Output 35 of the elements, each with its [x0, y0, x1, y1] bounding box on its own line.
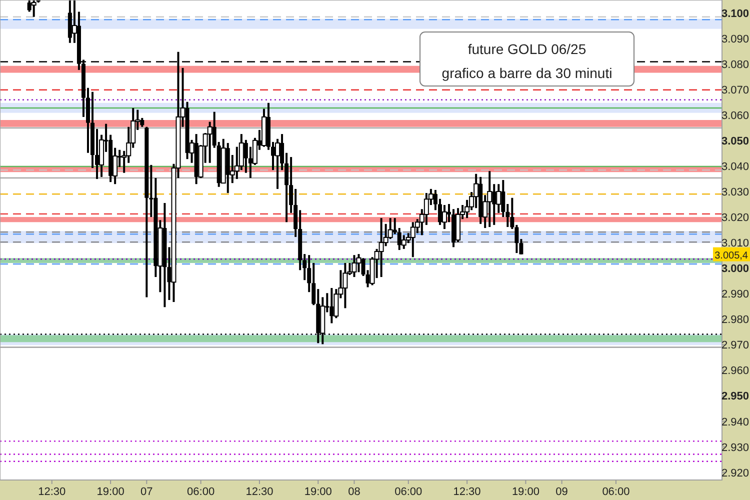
- y-tick-label: 3.020: [721, 212, 749, 224]
- y-tick-label: 2.990: [721, 288, 749, 301]
- x-tick-label: 12:30: [38, 486, 66, 498]
- x-tick-label: 12:30: [246, 486, 274, 498]
- y-tick-label: 3.070: [721, 84, 749, 96]
- x-tick-label: 19:00: [512, 486, 540, 498]
- x-tick-label: 19:00: [96, 486, 124, 498]
- y-tick-label: 2.960: [721, 365, 749, 378]
- candlestick: [275, 138, 280, 190]
- x-tick-label: 12:30: [453, 486, 481, 498]
- y-tick-label: 3.090: [721, 33, 749, 46]
- y-tick-label: 2.970: [721, 340, 749, 352]
- x-tick-label: 19:00: [304, 486, 332, 498]
- y-tick-label: 3.100: [721, 8, 749, 20]
- y-tick-label: 3.010: [721, 238, 749, 250]
- annotation: 3.005,4: [714, 250, 748, 262]
- y-tick-label: 2.980: [721, 314, 749, 326]
- x-tick-label: 06:00: [394, 486, 422, 498]
- y-tick-label: 3.050: [721, 135, 749, 148]
- text: future GOLD 06/25: [468, 41, 586, 57]
- text: grafico a barre da 30 minuti: [442, 65, 612, 81]
- x-tick-label: 06:00: [187, 486, 215, 498]
- y-tick-label: 2.940: [721, 416, 749, 428]
- y-tick-label: 2.950: [721, 390, 749, 403]
- y-tick-label: 3.080: [721, 58, 749, 71]
- y-tick-label: 2.920: [721, 467, 749, 480]
- y-tick-label: 3.040: [721, 160, 749, 173]
- y-tick-label: 3.030: [721, 186, 749, 198]
- y-tick-label: 2.930: [721, 442, 749, 454]
- x-tick-label: 09: [556, 486, 568, 498]
- x-tick-label: 07: [140, 486, 153, 498]
- y-tick-label: 3.060: [721, 110, 749, 122]
- y-tick-label: 3.000: [721, 263, 749, 276]
- x-tick-label: 06:00: [602, 486, 630, 498]
- x-tick-label: 08: [348, 486, 360, 498]
